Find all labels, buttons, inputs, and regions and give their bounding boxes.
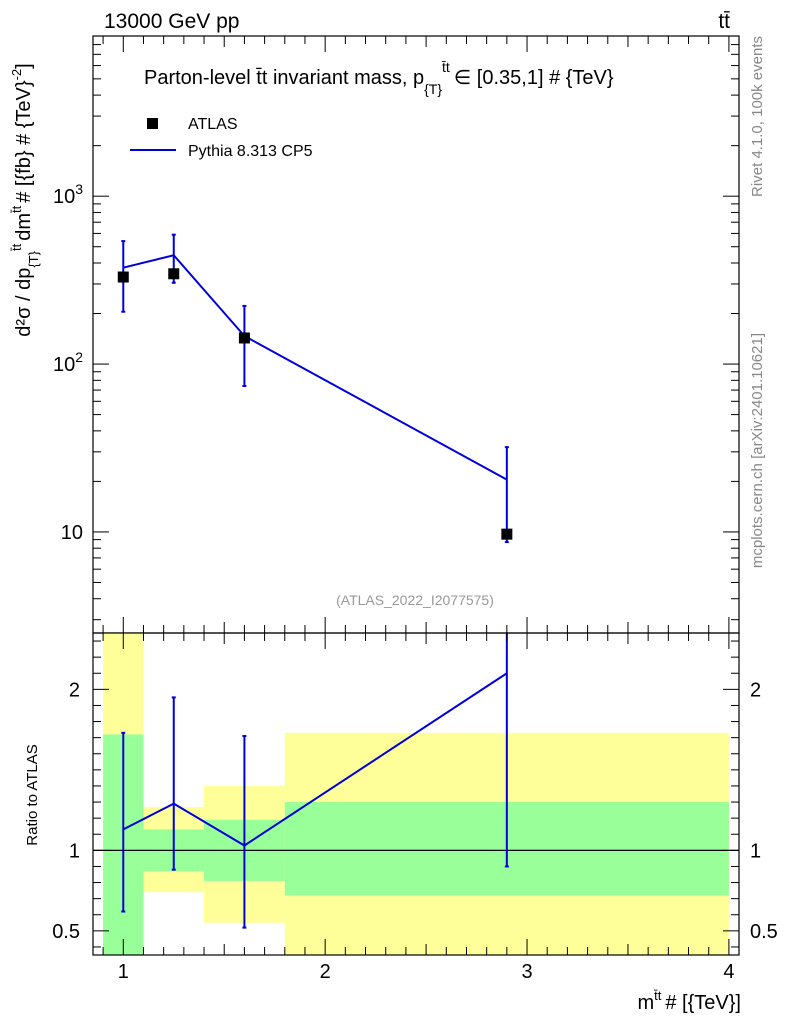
ylabel-part2: dm <box>13 213 35 241</box>
xlabel-tail: # [{TeV}] <box>665 992 741 1014</box>
x-axis-label: mt̄t # [{TeV}] <box>637 988 741 1014</box>
title-tail: ∈ [0.35,1] # {TeV} <box>454 67 614 89</box>
x-tick-label: 4 <box>723 961 734 983</box>
main-plot-content <box>117 233 513 544</box>
mc-prediction-line <box>123 254 508 481</box>
ratio-plot-content <box>93 633 739 955</box>
data-point <box>501 528 513 540</box>
ratio-y-axis-label: Ratio to ATLAS <box>24 744 41 845</box>
data-point <box>168 268 180 280</box>
x-tick-label: 3 <box>521 961 532 983</box>
main-y-tick-label: 102 <box>53 349 83 376</box>
data-point <box>117 271 129 283</box>
title-superscript: t̄t <box>442 59 450 75</box>
main-panel: 10 102 103 Parton-level t̄t invariant mass… <box>9 35 740 634</box>
ratio-panel: 0.5 0.5 1 1 2 2 1 2 3 4 Ratio to ATLAS mt̄t # [{Te… <box>24 632 778 1014</box>
x-tick-label: 1 <box>118 961 129 983</box>
legend-pythia-label: Pythia 8.313 CP5 <box>188 143 313 160</box>
header-process-label: tt̄ <box>718 10 730 33</box>
ratio-panel-frame <box>92 632 740 956</box>
main-title: Parton-level t̄t invariant mass, p{T}t̄t… <box>144 59 614 97</box>
ratio-y-tick-label-right: 1 <box>750 840 761 862</box>
ylabel-part1: d²σ / dp <box>13 268 35 337</box>
ratio-y-tick-label-right: 0.5 <box>750 921 778 943</box>
xlabel-main: m <box>637 992 654 1014</box>
ylabel-unit-exp: -2 <box>9 69 24 81</box>
title-main-text: Parton-level t̄t invariant mass, p <box>144 67 424 89</box>
ratio-y-tick-label-left: 2 <box>69 679 80 701</box>
xlabel-sup: t̄t <box>654 988 662 1003</box>
header-energy-label: 13000 GeV pp <box>104 10 239 33</box>
main-y-tick-label: 103 <box>53 181 83 208</box>
main-axes: 10 102 103 <box>53 35 739 633</box>
ratio-y-tick-label-left: 0.5 <box>52 921 80 943</box>
ylabel-sup: t̄t <box>9 243 24 251</box>
analysis-id-label: (ATLAS_2022_I2077575) <box>336 592 494 608</box>
mcplots-reference-label: mcplots.cern.ch [arXiv:2401.10621] <box>749 333 766 568</box>
rivet-version-label: Rivet 4.1.0, 100k events <box>749 36 766 197</box>
ylabel-units: # [{fb} # {TeV} <box>13 80 35 203</box>
ratio-y-tick-label-left: 1 <box>69 840 80 862</box>
data-point <box>238 332 250 344</box>
ylabel-sup2: t̄t <box>9 205 24 213</box>
main-y-axis-label: d²σ / dp{T}t̄tdmt̄t# [{fb} # {TeV}-2] <box>9 63 41 336</box>
title-subscript: {T} <box>424 81 442 97</box>
legend-atlas-marker <box>147 118 158 129</box>
legend-atlas-label: ATLAS <box>188 116 238 133</box>
ratio-axes: 0.5 0.5 1 1 2 2 1 2 3 4 <box>52 633 778 983</box>
ratio-y-tick-label-right: 2 <box>750 679 761 701</box>
x-tick-label: 2 <box>320 961 331 983</box>
main-y-tick-label: 10 <box>61 522 83 544</box>
ylabel-sub: {T} <box>26 250 41 267</box>
ratio-mc-line <box>122 672 508 847</box>
